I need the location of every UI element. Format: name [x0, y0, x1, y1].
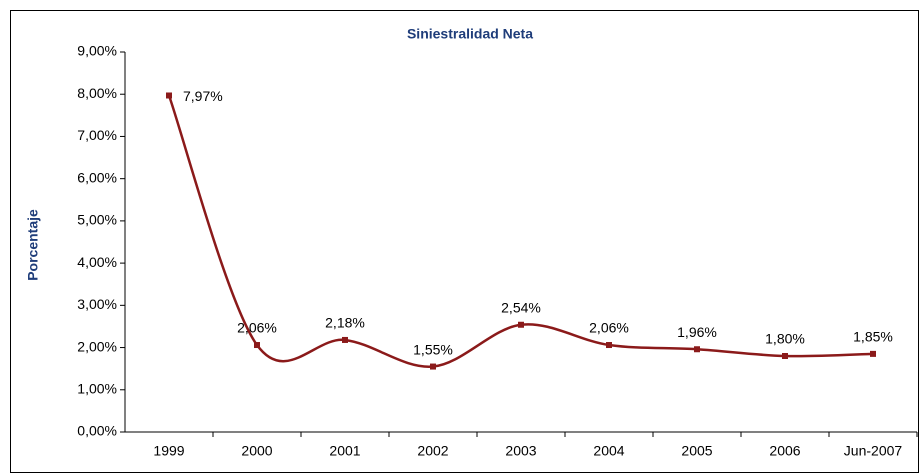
y-tick-label: 0,00%: [77, 423, 117, 439]
x-tick-label: 2002: [417, 443, 448, 459]
marker: [518, 321, 524, 328]
x-tick-label: 2001: [329, 443, 360, 459]
x-tick-label: Jun-2007: [844, 443, 903, 459]
marker: [166, 92, 172, 99]
data-label: 2,54%: [501, 299, 541, 315]
x-tick-label: 2000: [241, 443, 272, 459]
y-axis-label: Porcentaje: [25, 209, 41, 281]
marker: [430, 363, 436, 370]
x-tick-label: 2003: [505, 443, 536, 459]
chart-title: Siniestralidad Neta: [407, 26, 533, 42]
y-tick-label: 3,00%: [77, 296, 117, 312]
data-label: 1,85%: [853, 329, 893, 345]
marker: [342, 336, 348, 343]
y-tick-label: 5,00%: [77, 212, 117, 228]
data-label: 1,80%: [765, 331, 805, 347]
data-label: 1,55%: [413, 341, 453, 357]
chart-border: [10, 10, 919, 473]
y-tick-label: 8,00%: [77, 85, 117, 101]
x-tick-label: 2004: [593, 443, 624, 459]
marker: [694, 346, 700, 353]
data-label: 2,06%: [237, 320, 277, 336]
y-tick-label: 1,00%: [77, 380, 117, 396]
marker: [606, 342, 612, 349]
x-tick-label: 2006: [769, 443, 800, 459]
y-tick-label: 4,00%: [77, 254, 117, 270]
marker: [870, 350, 876, 357]
y-tick-label: 2,00%: [77, 338, 117, 354]
y-tick-label: 6,00%: [77, 169, 117, 185]
data-label: 2,18%: [325, 315, 365, 331]
data-label: 7,97%: [183, 88, 223, 104]
marker: [254, 342, 260, 349]
data-label: 2,06%: [589, 320, 629, 336]
y-tick-label: 9,00%: [77, 43, 117, 59]
data-label: 1,96%: [677, 324, 717, 340]
marker: [782, 353, 788, 359]
y-tick-label: 7,00%: [77, 127, 117, 143]
x-tick-label: 2005: [681, 443, 712, 459]
x-tick-label: 1999: [153, 443, 184, 459]
